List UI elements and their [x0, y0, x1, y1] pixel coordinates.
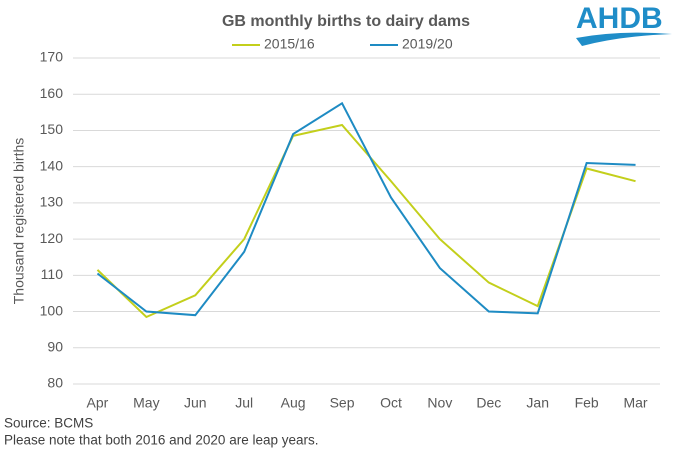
x-tick-label: Mar [623, 395, 647, 411]
y-tick-label: 100 [40, 302, 64, 318]
note: Please note that both 2016 and 2020 are … [4, 433, 319, 448]
logo: AHDB [576, 2, 663, 35]
y-axis-label: Thousand registered births [11, 138, 27, 305]
legend-label: 2015/16 [264, 36, 315, 52]
series-line [96, 123, 636, 319]
source: Source: BCMS [4, 416, 93, 431]
x-tick-label: Nov [427, 395, 452, 411]
chart-title: GB monthly births to dairy dams [222, 13, 470, 30]
x-tick-label: Jan [526, 395, 549, 411]
logo-swoosh [576, 32, 672, 46]
x-tick-label: Sep [330, 395, 355, 411]
x-tick-label: Feb [575, 395, 599, 411]
y-tick-label: 130 [40, 194, 64, 210]
y-tick-label: 90 [47, 338, 63, 354]
x-tick-label: Jun [184, 395, 207, 411]
y-tick-label: 80 [47, 375, 63, 391]
x-tick-label: Dec [476, 395, 501, 411]
legend-label: 2019/20 [402, 36, 453, 52]
y-tick-label: 160 [40, 85, 64, 101]
y-tick-label: 140 [40, 157, 64, 173]
y-tick-label: 150 [40, 121, 64, 137]
y-tick-label: 120 [40, 230, 64, 246]
x-tick-label: May [133, 395, 159, 411]
series-line [96, 101, 636, 317]
x-tick-label: Aug [281, 395, 306, 411]
x-tick-label: Apr [87, 395, 109, 411]
y-tick-label: 110 [41, 266, 64, 282]
x-tick-label: Jul [235, 395, 253, 411]
y-tick-label: 170 [40, 49, 64, 65]
x-tick-label: Oct [380, 395, 402, 411]
